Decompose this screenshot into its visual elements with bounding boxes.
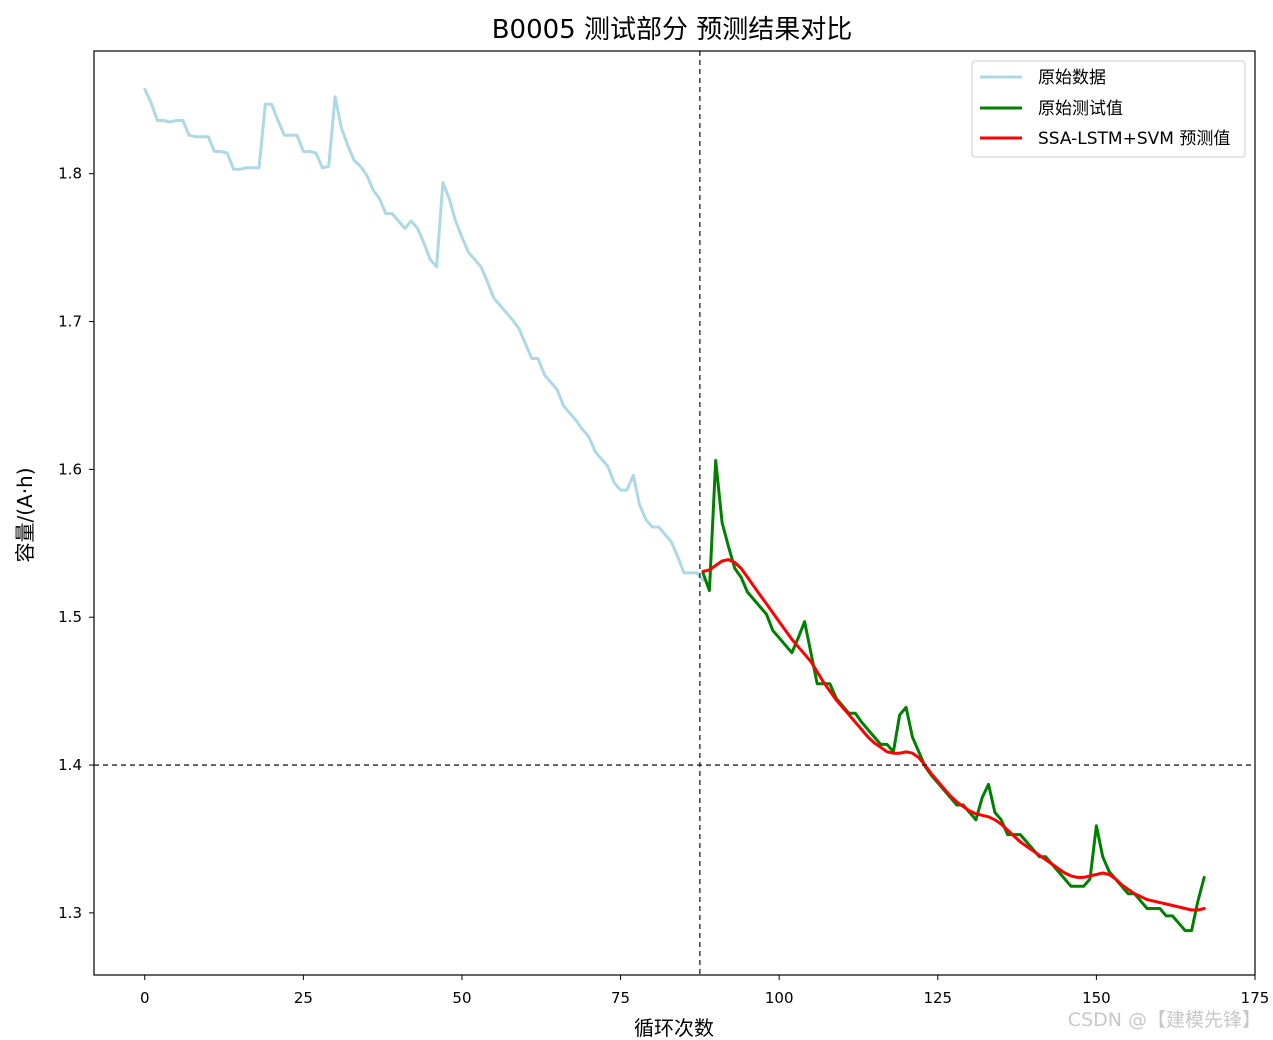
x-axis-ticks: 0 25 50 75 100 125 150 175 xyxy=(140,975,1269,1007)
x-tick-label: 150 xyxy=(1082,989,1111,1007)
y-axis-title: 容量/(A·h) xyxy=(13,467,37,562)
x-axis-title: 循环次数 xyxy=(634,1016,714,1040)
legend-label-pred: SSA-LSTM+SVM 预测值 xyxy=(1038,129,1230,149)
y-tick-label: 1.3 xyxy=(58,904,82,922)
y-tick-label: 1.5 xyxy=(58,608,82,626)
y-axis-ticks: 1.3 1.4 1.5 1.6 1.7 1.8 xyxy=(58,165,94,922)
legend-label-raw: 原始数据 xyxy=(1038,68,1106,88)
legend: 原始数据 原始测试值 SSA-LSTM+SVM 预测值 xyxy=(971,60,1246,158)
series-line-prediction xyxy=(701,558,1206,912)
series-line-raw-data xyxy=(143,87,705,582)
x-tick-label: 175 xyxy=(1241,989,1270,1007)
y-tick-label: 1.7 xyxy=(58,313,82,331)
y-tick-label: 1.6 xyxy=(58,460,82,478)
x-tick-label: 125 xyxy=(923,989,952,1007)
x-tick-label: 0 xyxy=(140,989,150,1007)
x-tick-label: 100 xyxy=(765,989,794,1007)
reference-lines xyxy=(94,51,1255,975)
legend-box xyxy=(971,60,1246,158)
y-tick-label: 1.4 xyxy=(58,756,82,774)
legend-label-test: 原始测试值 xyxy=(1038,99,1123,119)
x-tick-label: 25 xyxy=(294,989,313,1007)
x-tick-label: 50 xyxy=(452,989,471,1007)
plot-frame xyxy=(93,50,1256,976)
series-lines xyxy=(143,87,1206,933)
x-tick-label: 75 xyxy=(611,989,630,1007)
chart-title: B0005 测试部分 预测结果对比 xyxy=(492,15,853,45)
watermark: CSDN @【建模先锋】 xyxy=(1067,1009,1261,1031)
y-tick-label: 1.8 xyxy=(58,165,82,183)
